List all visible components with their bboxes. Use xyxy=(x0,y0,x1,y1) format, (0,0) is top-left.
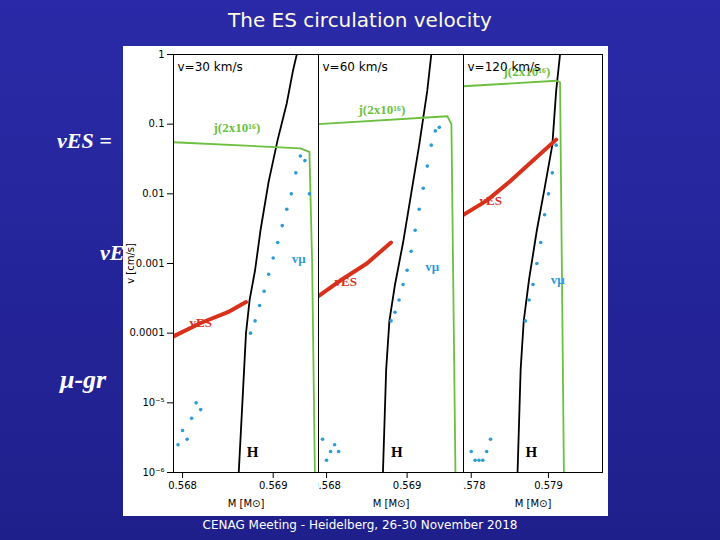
svg-text:H: H xyxy=(247,444,259,460)
html-text:μ-gr: μ-gr xyxy=(60,365,107,394)
svg-text:0.01: 0.01 xyxy=(142,188,164,199)
html-text:The ES circulation velocity: The ES circulation velocity xyxy=(228,8,492,32)
svg-text:1: 1 xyxy=(158,49,164,60)
svg-text:0.578: 0.578 xyxy=(463,480,486,491)
svg-text:10⁻⁶: 10⁻⁶ xyxy=(142,467,164,478)
svg-text:vES: vES xyxy=(335,274,357,289)
html-text:vE: vE xyxy=(100,240,125,265)
svg-text:vμ: vμ xyxy=(425,259,440,274)
svg-text:v [cm/s]: v [cm/s] xyxy=(125,243,136,284)
svg-text:vES: vES xyxy=(480,193,502,208)
svg-text:vμ: vμ xyxy=(551,272,566,287)
svg-text:0.0001: 0.0001 xyxy=(130,327,165,338)
svg-text:M [M⊙]: M [M⊙] xyxy=(515,498,552,509)
svg-text:0.569: 0.569 xyxy=(393,480,422,491)
svg-text:0.568: 0.568 xyxy=(318,480,341,491)
svg-text:v=120 km/s: v=120 km/s xyxy=(468,60,541,74)
svg-text:j(2x10¹⁶): j(2x10¹⁶) xyxy=(358,102,406,117)
svg-text:0.568: 0.568 xyxy=(168,480,197,491)
svg-text:v=30 km/s: v=30 km/s xyxy=(178,60,243,74)
svg-text:0.001: 0.001 xyxy=(136,258,165,269)
svg-text:H: H xyxy=(391,444,403,460)
html-text:CENAG Meeting - Heidelberg, 26: CENAG Meeting - Heidelberg, 26-30 Novemb… xyxy=(202,518,518,532)
svg-text:0.579: 0.579 xyxy=(534,480,563,491)
svg-text:v=60 km/s: v=60 km/s xyxy=(323,60,388,74)
svg-text:M [M⊙]: M [M⊙] xyxy=(373,498,410,509)
svg-text:0.569: 0.569 xyxy=(259,480,288,491)
svg-text:10⁻⁵: 10⁻⁵ xyxy=(142,397,164,408)
svg-text:M [M⊙]: M [M⊙] xyxy=(228,498,265,509)
svg-text:H: H xyxy=(526,444,538,460)
svg-text:0.1: 0.1 xyxy=(149,118,165,129)
svg-text:vμ: vμ xyxy=(292,251,307,266)
svg-text:vES: vES xyxy=(190,315,212,330)
html-text:vES =: vES = xyxy=(57,128,112,153)
svg-text:j(2x10¹⁶): j(2x10¹⁶) xyxy=(213,120,261,135)
